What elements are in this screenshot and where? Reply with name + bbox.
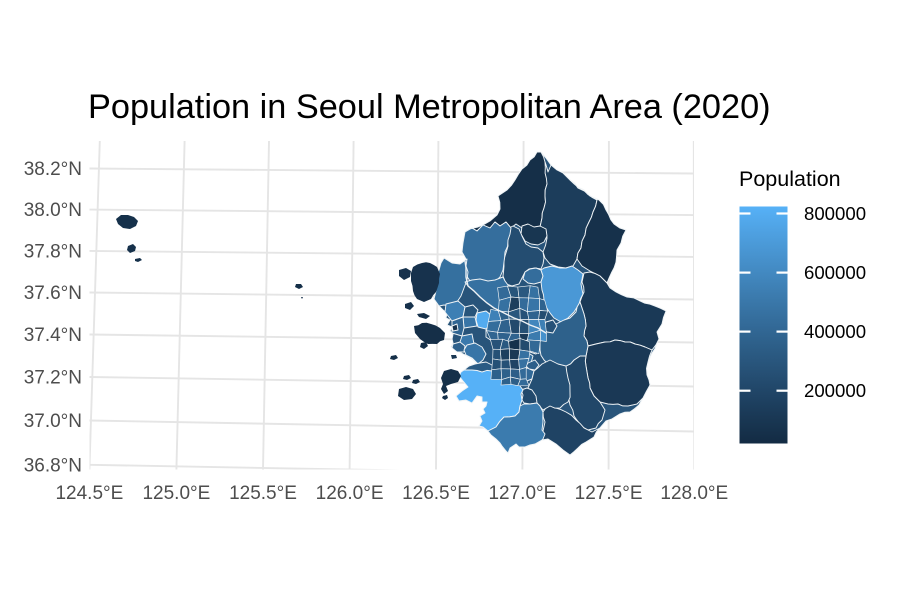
svg-text:37.0°N: 37.0°N — [24, 411, 82, 432]
svg-text:128.0°E: 128.0°E — [660, 483, 728, 504]
svg-text:37.6°N: 37.6°N — [24, 283, 82, 304]
svg-text:400000: 400000 — [804, 321, 866, 342]
svg-text:127.0°E: 127.0°E — [488, 483, 556, 504]
svg-text:37.8°N: 37.8°N — [24, 241, 82, 262]
svg-text:37.2°N: 37.2°N — [24, 368, 82, 389]
svg-text:Population in Seoul Metropolit: Population in Seoul Metropolitan Area (2… — [88, 88, 771, 126]
svg-text:36.8°N: 36.8°N — [24, 455, 82, 476]
svg-text:124.5°E: 124.5°E — [55, 483, 123, 504]
svg-text:38.0°N: 38.0°N — [24, 200, 82, 221]
svg-text:Population: Population — [739, 167, 841, 191]
svg-text:125.5°E: 125.5°E — [229, 483, 297, 504]
svg-text:37.4°N: 37.4°N — [24, 325, 82, 346]
svg-text:125.0°E: 125.0°E — [142, 483, 210, 504]
svg-text:38.2°N: 38.2°N — [24, 159, 82, 180]
svg-text:200000: 200000 — [804, 380, 866, 401]
svg-text:126.0°E: 126.0°E — [316, 483, 384, 504]
svg-text:600000: 600000 — [804, 262, 866, 283]
svg-text:800000: 800000 — [804, 203, 866, 224]
svg-text:127.5°E: 127.5°E — [575, 483, 643, 504]
svg-text:126.5°E: 126.5°E — [402, 483, 470, 504]
